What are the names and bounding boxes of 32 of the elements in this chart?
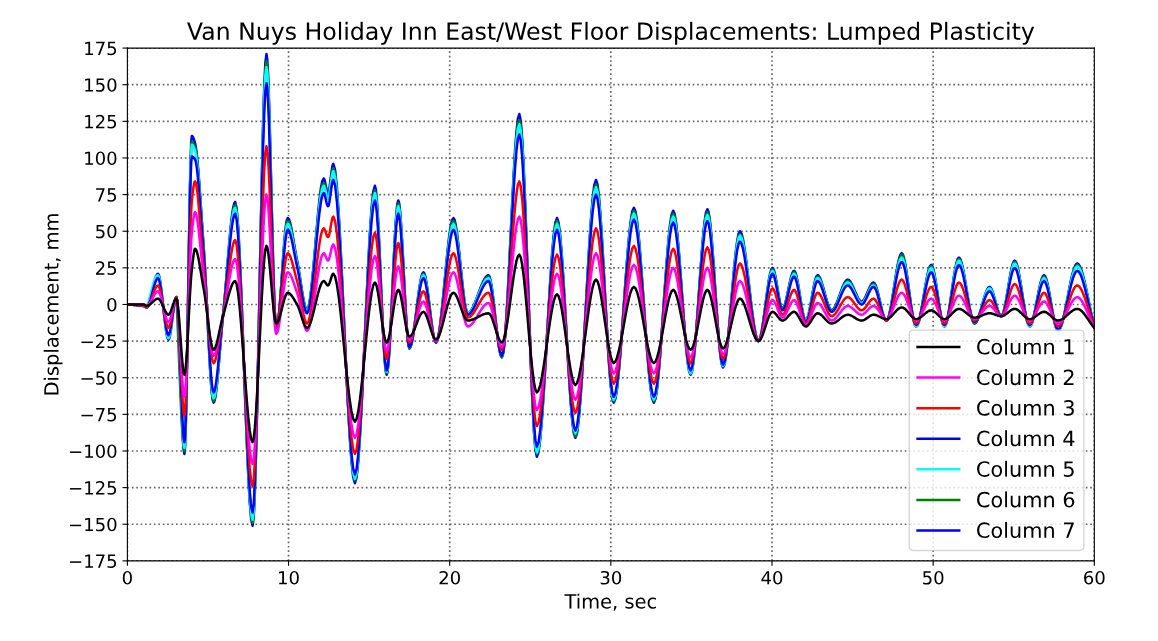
legend-label: Column 2 (977, 369, 1074, 386)
legend-label: Column 4 (977, 430, 1075, 447)
y-tick-label: 75 (96, 188, 117, 202)
x-axis-title: Time, sec (564, 593, 656, 611)
x-tick-label: 20 (439, 570, 460, 585)
y-tick-label: −50 (81, 371, 117, 385)
x-tick-label: 30 (600, 570, 622, 585)
y-tick-label: −150 (69, 517, 117, 532)
y-axis-title: Displacement, mm (43, 214, 63, 395)
y-tick-label: −175 (69, 554, 117, 568)
y-tick-label: −100 (69, 444, 117, 459)
x-tick-label: 40 (761, 570, 783, 585)
legend-label: Column 5 (977, 460, 1074, 477)
y-tick-label: −125 (69, 481, 117, 495)
x-tick-label: 0 (122, 570, 132, 585)
x-tick-label: 10 (279, 570, 299, 585)
y-tick-label: 0 (107, 297, 117, 312)
y-tick-label: 50 (96, 224, 117, 239)
y-tick-label: 100 (85, 151, 117, 166)
y-tick-label: −75 (81, 408, 117, 422)
legend-label: Column 1 (977, 338, 1074, 355)
chart-title: Van Nuys Holiday Inn East/West Floor Displacements: Lumped Plasticity (187, 21, 1035, 45)
x-tick-label: 50 (923, 570, 944, 585)
x-tick-label: 60 (1084, 570, 1105, 585)
y-tick-label: 125 (85, 114, 117, 129)
legend-label: Column 6 (977, 491, 1075, 508)
legend-label: Column 3 (977, 399, 1074, 416)
y-tick-label: −25 (81, 334, 117, 349)
legend-label: Column 7 (977, 521, 1074, 539)
y-tick-label: 25 (96, 261, 117, 275)
y-tick-label: 175 (85, 41, 117, 56)
y-tick-label: 150 (85, 78, 117, 92)
